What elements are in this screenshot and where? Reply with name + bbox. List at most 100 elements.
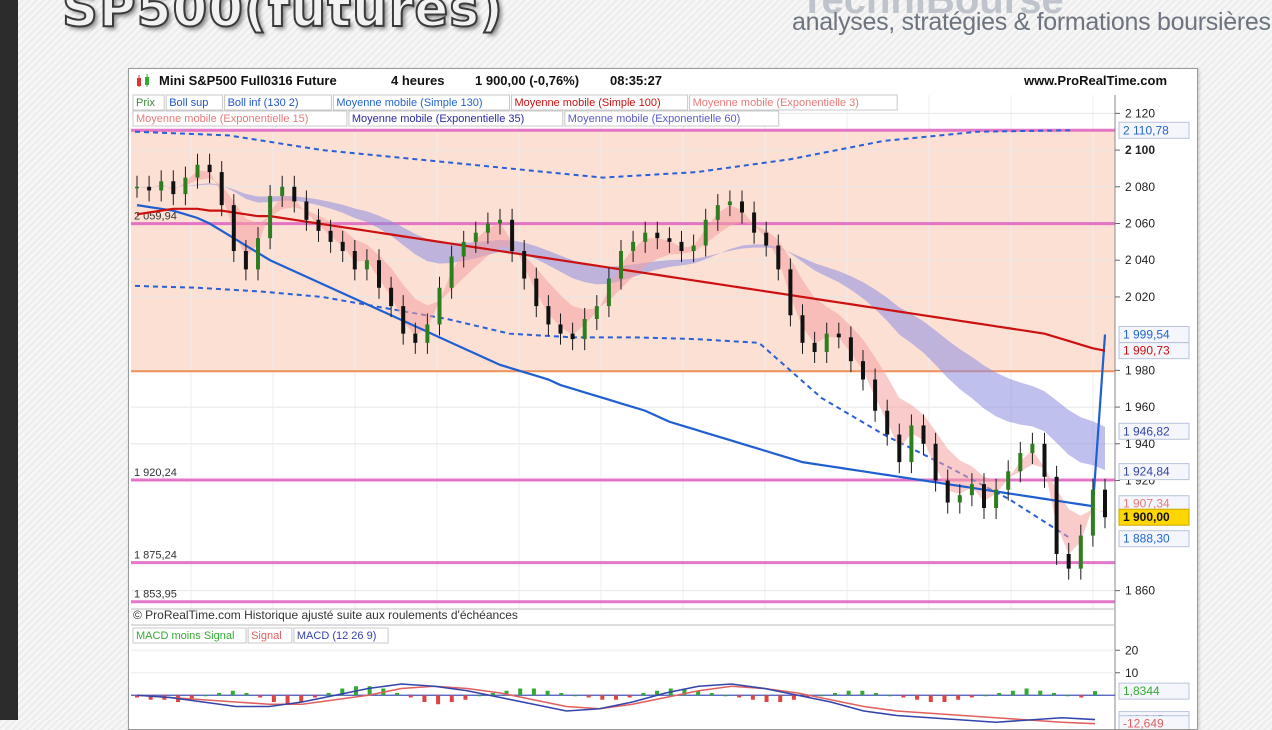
- candle-body: [982, 484, 986, 509]
- macd-histogram-bar: [969, 695, 974, 698]
- legend-item-text: Moyenne mobile (Simple 100): [515, 97, 661, 109]
- macd-histogram-bar: [723, 695, 728, 697]
- legend-item-box: [564, 110, 780, 127]
- y-axis-tick-label: 2 100: [1125, 143, 1155, 157]
- macd-tag-label: -12,649: [1123, 717, 1164, 729]
- macd-legend-item-box: [293, 627, 389, 644]
- candle-body: [377, 260, 381, 288]
- macd-histogram-bar: [682, 688, 687, 696]
- candle-body: [352, 251, 357, 270]
- price-tag-box: [1118, 342, 1190, 360]
- candle-body: [1103, 489, 1107, 518]
- candle-body: [147, 186, 152, 191]
- macd-histogram-bar: [449, 695, 454, 702]
- macd-histogram-bar: [572, 695, 577, 697]
- macd-histogram-bar: [504, 690, 509, 696]
- macd-histogram-bar: [367, 686, 372, 696]
- y-axis-tick-label: 2 120: [1125, 106, 1155, 120]
- bollinger-lower-line: [134, 284, 1072, 540]
- legend-item-text: Moyenne mobile (Exponentielle 60): [568, 113, 740, 125]
- candle-body: [243, 251, 248, 270]
- candle-body: [195, 164, 200, 178]
- timeframe: 4 heures: [391, 73, 445, 88]
- price-tag-label: 1 990,73: [1123, 344, 1170, 358]
- price-tag-box: [1118, 422, 1190, 440]
- y-axis-tick-label: 1 980: [1125, 363, 1155, 377]
- macd-legend-item-box: [247, 627, 293, 644]
- candle-body: [473, 232, 478, 242]
- legend-item-box: [165, 94, 224, 111]
- candle-body: [328, 230, 333, 242]
- candle-body: [340, 241, 345, 252]
- candle-body: [207, 164, 212, 173]
- candle-body: [570, 333, 575, 340]
- y-axis-tick-label: 2 020: [1125, 290, 1155, 304]
- candle-body: [135, 186, 139, 189]
- macd-histogram-bar: [203, 695, 208, 697]
- candle-body: [183, 177, 188, 195]
- macd-histogram-bar: [1024, 688, 1029, 696]
- candle-body: [401, 306, 406, 334]
- level-label: 1 920,24: [134, 467, 177, 479]
- candle-body: [219, 172, 224, 206]
- legend-item-text: Moyenne mobile (Exponentielle 35): [352, 113, 524, 125]
- macd-histogram-bar: [614, 695, 618, 700]
- macd-histogram-bar: [299, 695, 304, 702]
- candle-body: [909, 425, 914, 463]
- candle-body: [594, 306, 599, 319]
- macd-histogram-bar: [148, 695, 153, 700]
- macd-histogram-bar: [244, 693, 249, 696]
- macd-legend-item-text: Signal: [251, 630, 282, 642]
- candle-body: [1054, 476, 1059, 554]
- macd-histogram-bar: [395, 693, 400, 696]
- candle-body: [437, 287, 442, 325]
- macd-histogram-bar: [285, 695, 290, 705]
- candle-body: [788, 269, 793, 316]
- macd-histogram-bar: [791, 695, 796, 700]
- macd-histogram-bar: [531, 688, 536, 696]
- legend-item-box: [348, 110, 564, 127]
- quote-time: 08:35:27: [610, 73, 663, 88]
- candle-body: [703, 219, 708, 246]
- macd-tag-box: [1118, 682, 1190, 700]
- legend-item-box: [511, 94, 689, 111]
- price-tag-label: 1 924,84: [1123, 465, 1170, 479]
- macd-histogram-bar: [545, 690, 550, 696]
- macd-histogram-bar: [1038, 690, 1043, 696]
- legend-item-text: Moyenne mobile (Exponentielle 3): [693, 97, 859, 109]
- candle-body: [861, 361, 865, 380]
- macd-histogram-bar: [271, 695, 276, 702]
- macd-histogram-bar: [764, 695, 769, 702]
- resistance-zone: [131, 130, 1115, 372]
- y-axis-tick-label: 1 940: [1125, 437, 1155, 451]
- price-tag-label: 2 110,78: [1123, 123, 1169, 137]
- candle-body: [522, 251, 527, 279]
- y-axis-tick-label: 1 960: [1125, 400, 1155, 414]
- macd-histogram-bar: [696, 690, 701, 696]
- candle-body: [1042, 443, 1047, 477]
- macd-histogram-bar: [655, 690, 660, 696]
- candle-body: [485, 223, 490, 233]
- legend-item-text: Moyenne mobile (Exponentielle 15): [136, 113, 308, 125]
- candle-body: [812, 342, 817, 352]
- macd-histogram-bar: [832, 693, 837, 696]
- ema-35-60-band: [137, 183, 1105, 471]
- candle-body: [740, 201, 744, 213]
- candle-body: [159, 181, 164, 191]
- price-tag-label: 1 946,82: [1123, 424, 1170, 438]
- candle-body: [897, 434, 902, 463]
- last-price-change: 1 900,00 (-0,76%): [475, 73, 580, 88]
- candle-body: [449, 256, 454, 288]
- website-link[interactable]: www.ProRealTime.com: [1023, 73, 1167, 88]
- macd-signal-line: [136, 685, 1096, 725]
- macd-histogram-bar: [860, 690, 865, 696]
- macd-histogram-bar: [1051, 693, 1056, 696]
- macd-histogram-bar: [737, 695, 742, 698]
- macd-tag-label: 1,8344: [1123, 684, 1160, 698]
- candle-body: [873, 379, 878, 411]
- candle-body: [752, 212, 757, 233]
- candle-body: [764, 232, 769, 246]
- legend-item-text: Boll sup: [169, 97, 208, 109]
- legend-item-text: Prix: [136, 97, 155, 109]
- candle-body: [558, 324, 563, 334]
